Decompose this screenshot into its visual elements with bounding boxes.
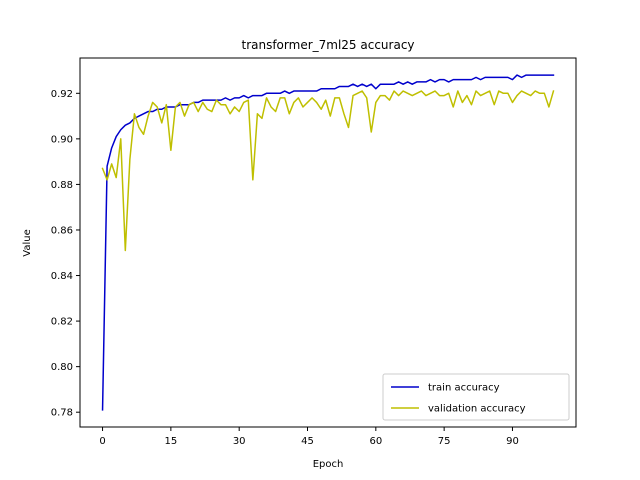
- x-tick-label: 45: [301, 436, 314, 447]
- y-tick-label: 0.90: [51, 134, 73, 145]
- x-tick-label: 60: [369, 436, 382, 447]
- y-tick-label: 0.86: [51, 225, 73, 236]
- y-tick-label: 0.78: [51, 408, 73, 419]
- y-tick-label: 0.88: [51, 180, 73, 191]
- x-tick-label: 15: [164, 436, 177, 447]
- series-line-validation-accuracy: [101, 90, 555, 252]
- y-tick-label: 0.80: [51, 362, 73, 373]
- x-tick-label: 75: [438, 436, 451, 447]
- y-axis: 0.78 0.80 0.82 0.84 0.86 0.88 0.90 0.92: [51, 89, 80, 419]
- legend-label: validation accuracy: [428, 404, 526, 415]
- y-tick-label: 0.84: [51, 271, 73, 282]
- legend-label: train accuracy: [428, 383, 500, 394]
- legend: train accuracy validation accuracy: [382, 373, 570, 421]
- chart-title: transformer_7ml25 accuracy: [241, 38, 414, 52]
- y-tick-label: 0.82: [51, 317, 73, 328]
- x-tick-label: 30: [233, 436, 246, 447]
- x-axis: 0 15 30 45 60 75 90: [99, 427, 519, 447]
- y-axis-title: Value: [22, 229, 33, 256]
- legend-box: [382, 373, 570, 421]
- y-tick-label: 0.92: [51, 89, 73, 100]
- series-line-train-accuracy: [101, 74, 555, 411]
- plot-frame: [79, 57, 577, 428]
- x-tick-label: 90: [506, 436, 519, 447]
- plot-area: [101, 74, 555, 411]
- x-tick-label: 0: [99, 436, 105, 447]
- x-axis-title: Epoch: [313, 459, 344, 470]
